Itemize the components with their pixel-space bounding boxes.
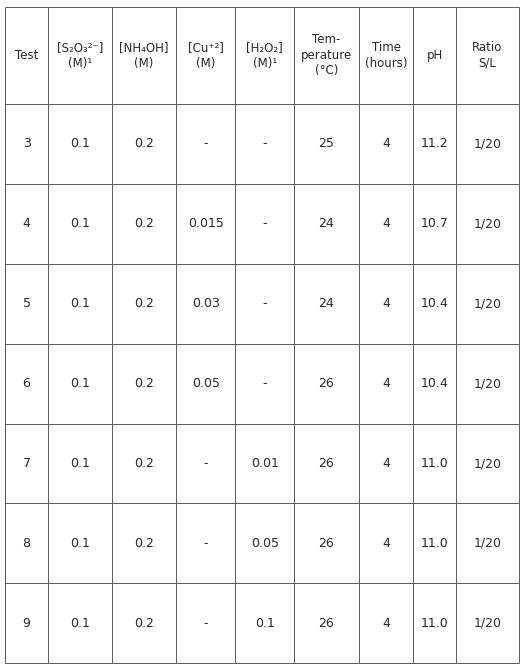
Text: 26: 26: [319, 537, 334, 550]
Text: 11.2: 11.2: [421, 137, 449, 150]
Text: 0.015: 0.015: [188, 217, 224, 230]
Text: 9: 9: [23, 617, 30, 630]
Text: 24: 24: [319, 217, 334, 230]
Text: -: -: [203, 457, 208, 470]
Text: 11.0: 11.0: [421, 617, 449, 630]
Text: 1/20: 1/20: [474, 457, 501, 470]
Text: 0.01: 0.01: [251, 457, 279, 470]
Text: 4: 4: [382, 457, 390, 470]
Text: 10.4: 10.4: [421, 297, 449, 310]
Text: 0.2: 0.2: [134, 617, 154, 630]
Text: 0.2: 0.2: [134, 297, 154, 310]
Text: Time
(hours): Time (hours): [365, 41, 407, 70]
Text: 1/20: 1/20: [474, 217, 501, 230]
Text: 1/20: 1/20: [474, 377, 501, 390]
Text: 0.2: 0.2: [134, 377, 154, 390]
Text: -: -: [263, 217, 267, 230]
Text: 0.1: 0.1: [70, 617, 90, 630]
Text: 26: 26: [319, 617, 334, 630]
Text: 0.05: 0.05: [192, 377, 220, 390]
Text: 4: 4: [382, 617, 390, 630]
Text: 26: 26: [319, 377, 334, 390]
Text: [NH₄OH]
(M): [NH₄OH] (M): [119, 41, 169, 70]
Text: 1/20: 1/20: [474, 137, 501, 150]
Text: 1/20: 1/20: [474, 537, 501, 550]
Text: 0.1: 0.1: [70, 137, 90, 150]
Text: 4: 4: [382, 377, 390, 390]
Text: 0.2: 0.2: [134, 457, 154, 470]
Text: -: -: [263, 377, 267, 390]
Text: 1/20: 1/20: [474, 617, 501, 630]
Text: 6: 6: [23, 377, 30, 390]
Text: 0.1: 0.1: [70, 537, 90, 550]
Text: 5: 5: [23, 297, 30, 310]
Text: Test: Test: [15, 49, 38, 62]
Text: Ratio
S/L: Ratio S/L: [472, 41, 503, 70]
Text: -: -: [203, 537, 208, 550]
Text: 25: 25: [319, 137, 334, 150]
Text: 0.1: 0.1: [70, 457, 90, 470]
Text: 0.2: 0.2: [134, 537, 154, 550]
Text: -: -: [203, 617, 208, 630]
Text: 0.1: 0.1: [255, 617, 275, 630]
Text: 1/20: 1/20: [474, 297, 501, 310]
Text: -: -: [263, 297, 267, 310]
Text: [Cu⁺²]
(M): [Cu⁺²] (M): [188, 41, 224, 70]
Text: 4: 4: [23, 217, 30, 230]
Text: 4: 4: [382, 217, 390, 230]
Text: 4: 4: [382, 537, 390, 550]
Text: 11.0: 11.0: [421, 537, 449, 550]
Text: 0.03: 0.03: [192, 297, 220, 310]
Text: 4: 4: [382, 137, 390, 150]
Text: 7: 7: [23, 457, 30, 470]
Text: 8: 8: [23, 537, 30, 550]
Text: 10.4: 10.4: [421, 377, 449, 390]
Text: 0.1: 0.1: [70, 377, 90, 390]
Text: [H₂O₂]
(M)¹: [H₂O₂] (M)¹: [246, 41, 283, 70]
Text: 4: 4: [382, 297, 390, 310]
Text: pH: pH: [427, 49, 443, 62]
Text: 3: 3: [23, 137, 30, 150]
Text: Tem-
perature
(°C): Tem- perature (°C): [301, 34, 352, 77]
Text: 26: 26: [319, 457, 334, 470]
Text: 0.2: 0.2: [134, 137, 154, 150]
Text: 0.2: 0.2: [134, 217, 154, 230]
Text: [S₂O₃²⁻]
(M)¹: [S₂O₃²⁻] (M)¹: [57, 41, 103, 70]
Text: 0.1: 0.1: [70, 217, 90, 230]
Text: -: -: [263, 137, 267, 150]
Text: 11.0: 11.0: [421, 457, 449, 470]
Text: 10.7: 10.7: [421, 217, 449, 230]
Text: -: -: [203, 137, 208, 150]
Text: 0.05: 0.05: [251, 537, 279, 550]
Text: 24: 24: [319, 297, 334, 310]
Text: 0.1: 0.1: [70, 297, 90, 310]
